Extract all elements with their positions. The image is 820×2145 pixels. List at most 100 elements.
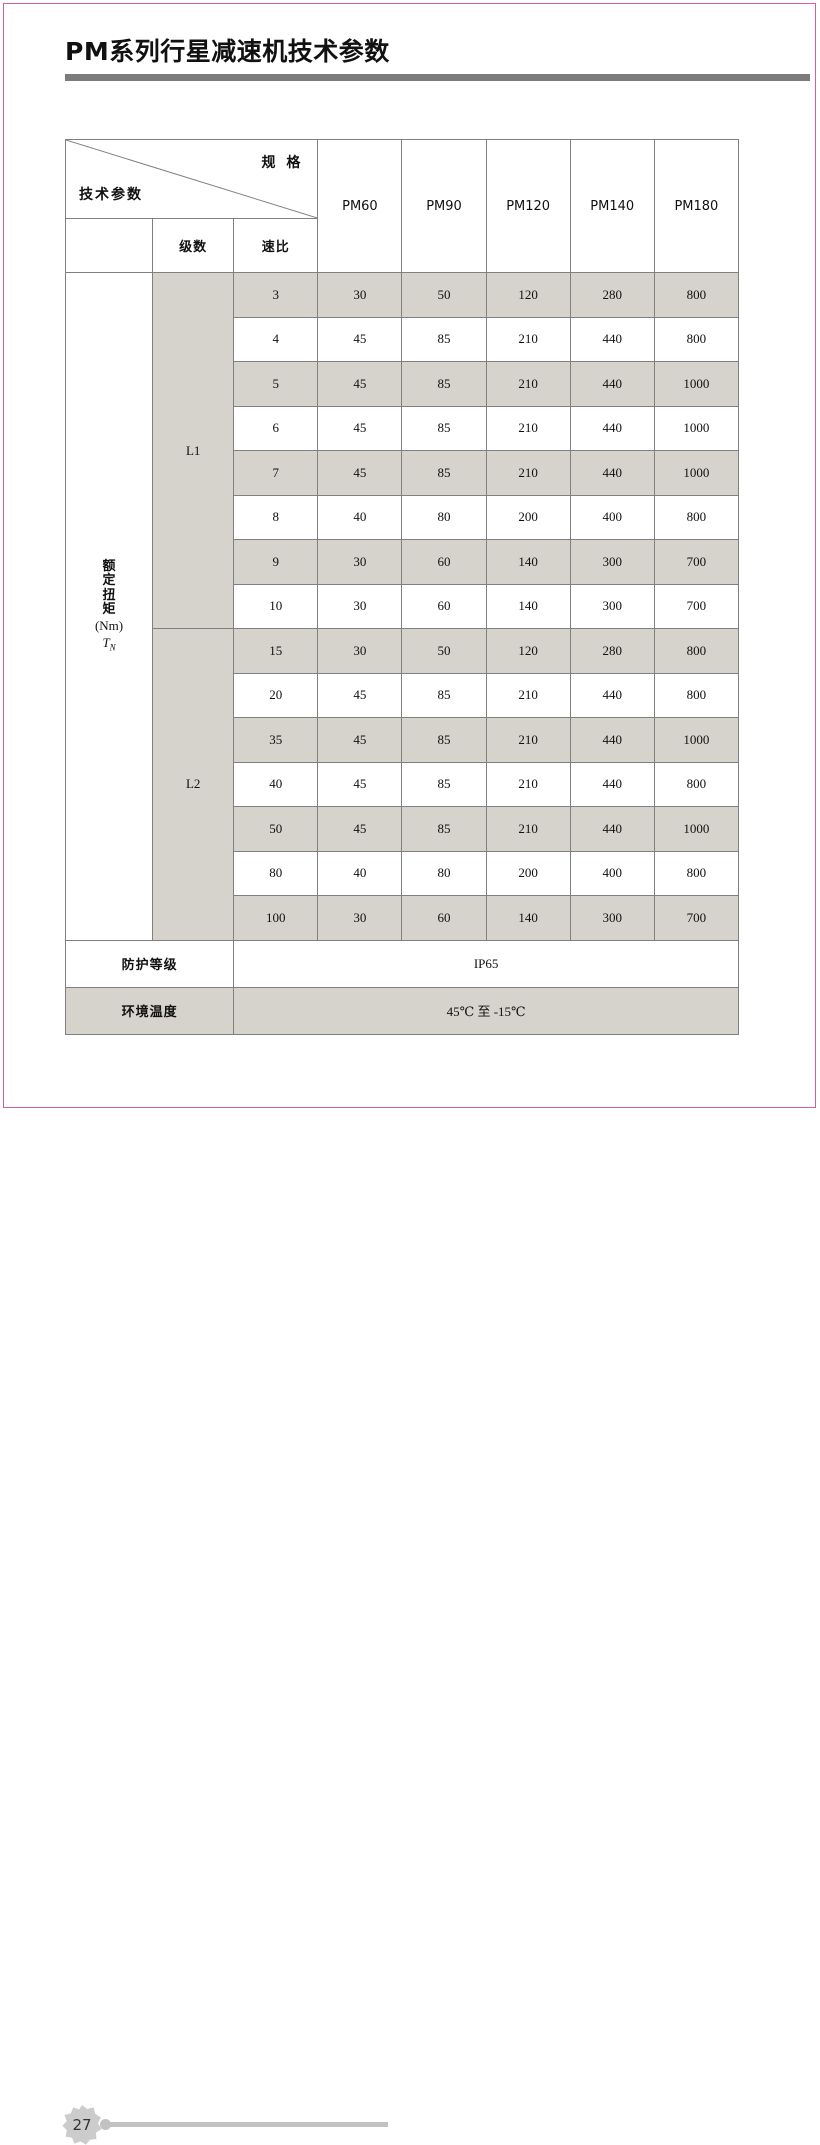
torque-value-pm180: 1000 bbox=[653, 717, 740, 763]
table-summary-row: 环境温度 45℃ 至 -15℃ bbox=[64, 986, 739, 1035]
torque-value-pm90: 85 bbox=[401, 761, 487, 807]
torque-value-pm60: 45 bbox=[317, 672, 403, 718]
ratio-value: 9 bbox=[233, 539, 319, 585]
torque-value-pm180: 800 bbox=[653, 272, 740, 318]
table-subheader-row: 级数 速比 bbox=[64, 218, 739, 273]
torque-value-pm90: 85 bbox=[401, 405, 487, 451]
ratio-value: 4 bbox=[233, 316, 319, 362]
table-row: 35 45 85 210 440 1000 bbox=[66, 717, 740, 763]
torque-value-pm180: 700 bbox=[653, 895, 740, 941]
title-divider-rule bbox=[65, 74, 810, 81]
table-row: 10 30 60 140 300 700 bbox=[66, 583, 740, 629]
row-group-label-torque: 额定扭矩 (Nm) TN bbox=[64, 272, 154, 941]
torque-value-pm120: 140 bbox=[485, 583, 571, 629]
page-number-badge: 27 bbox=[62, 2105, 102, 2145]
torque-value-pm140: 440 bbox=[569, 761, 655, 807]
torque-value-pm120: 210 bbox=[485, 316, 571, 362]
column-header-pm180: PM180 bbox=[653, 139, 740, 273]
table-row: 8 40 80 200 400 800 bbox=[66, 494, 740, 540]
table-row: L2 15 30 50 120 280 800 bbox=[66, 628, 740, 941]
ratio-value: 7 bbox=[233, 450, 319, 496]
specifications-table: 规 格技术参数 PM60 PM90 PM120 PM140 PM180 级数 速比额定扭矩 (N… bbox=[64, 139, 740, 1035]
torque-value-pm140: 440 bbox=[569, 361, 655, 407]
corner-spec-label: 规 格 bbox=[261, 155, 304, 171]
torque-value-pm180: 1000 bbox=[653, 405, 740, 451]
torque-value-pm140: 280 bbox=[569, 628, 655, 674]
ratio-value: 3 bbox=[233, 272, 319, 318]
torque-value-pm90: 80 bbox=[401, 850, 487, 896]
torque-value-pm60: 45 bbox=[317, 405, 403, 451]
table-row: 5 45 85 210 440 1000 bbox=[66, 361, 740, 407]
column-header-pm120: PM120 bbox=[485, 139, 571, 273]
torque-value-pm140: 440 bbox=[569, 316, 655, 362]
torque-value-pm60: 45 bbox=[317, 717, 403, 763]
subheader-ratio: 速比 bbox=[233, 218, 319, 273]
footer-rule-decoration bbox=[110, 2122, 388, 2127]
table-row: 80 40 80 200 400 800 bbox=[66, 850, 740, 896]
ratio-value: 10 bbox=[233, 583, 319, 629]
torque-value-pm180: 1000 bbox=[653, 361, 740, 407]
column-header-pm140: PM140 bbox=[569, 139, 655, 273]
torque-value-pm120: 120 bbox=[485, 272, 571, 318]
table-row: 6 45 85 210 440 1000 bbox=[66, 405, 740, 451]
torque-value-pm140: 440 bbox=[569, 717, 655, 763]
torque-value-pm180: 800 bbox=[653, 494, 740, 540]
torque-label-char-4: 矩 bbox=[102, 602, 116, 618]
page-title: PM系列行星减速机技术参数 bbox=[65, 37, 390, 66]
torque-value-pm60: 30 bbox=[317, 583, 403, 629]
stage-group-l1: L1 bbox=[152, 272, 235, 629]
torque-value-pm60: 40 bbox=[317, 494, 403, 540]
table-summary-row: 防护等级 IP65 bbox=[64, 939, 739, 988]
torque-value-pm90: 85 bbox=[401, 672, 487, 718]
torque-label-symbol: TN bbox=[102, 635, 116, 653]
ambient-temperature-label: 环境温度 bbox=[64, 986, 235, 1035]
torque-value-pm60: 40 bbox=[317, 850, 403, 896]
torque-value-pm180: 800 bbox=[653, 628, 740, 674]
torque-value-pm180: 800 bbox=[653, 850, 740, 896]
corner-diagonal-cell: 规 格技术参数 bbox=[64, 139, 319, 219]
torque-value-pm180: 800 bbox=[653, 672, 740, 718]
torque-value-pm120: 210 bbox=[485, 405, 571, 451]
table-row: 20 45 85 210 440 800 bbox=[66, 672, 740, 718]
column-header-pm90: PM90 bbox=[401, 139, 487, 273]
torque-value-pm120: 120 bbox=[485, 628, 571, 674]
table-row: 9 30 60 140 300 700 bbox=[66, 539, 740, 585]
torque-label-unit: (Nm) bbox=[94, 617, 124, 633]
corner-param-label: 技术参数 bbox=[79, 187, 143, 203]
ambient-temperature-value: 45℃ 至 -15℃ bbox=[233, 986, 739, 1035]
torque-value-pm140: 440 bbox=[569, 672, 655, 718]
ratio-value: 40 bbox=[233, 761, 319, 807]
torque-label-char-3: 扭 bbox=[102, 587, 116, 603]
table-row: 40 45 85 210 440 800 bbox=[66, 761, 740, 807]
torque-value-pm120: 210 bbox=[485, 761, 571, 807]
ratio-value: 50 bbox=[233, 806, 319, 852]
torque-value-pm120: 140 bbox=[485, 895, 571, 941]
torque-value-pm120: 200 bbox=[485, 850, 571, 896]
ratio-value: 15 bbox=[233, 628, 319, 674]
torque-value-pm60: 45 bbox=[317, 361, 403, 407]
torque-value-pm180: 1000 bbox=[653, 806, 740, 852]
torque-value-pm90: 50 bbox=[401, 272, 487, 318]
torque-value-pm60: 30 bbox=[317, 272, 403, 318]
ratio-value: 6 bbox=[233, 405, 319, 451]
torque-value-pm140: 300 bbox=[569, 583, 655, 629]
ratio-value: 8 bbox=[233, 494, 319, 540]
torque-value-pm120: 210 bbox=[485, 361, 571, 407]
ratio-value: 20 bbox=[233, 672, 319, 718]
torque-value-pm140: 400 bbox=[569, 850, 655, 896]
torque-value-pm90: 85 bbox=[401, 717, 487, 763]
table-row: 4 45 85 210 440 800 bbox=[66, 316, 740, 362]
ratio-value: 80 bbox=[233, 850, 319, 896]
torque-value-pm180: 700 bbox=[653, 539, 740, 585]
table-row: 额定扭矩 (Nm) TN L1 3 30 50 120 280 800 bbox=[64, 272, 740, 941]
subheader-blank-cell bbox=[64, 218, 154, 273]
torque-value-pm90: 85 bbox=[401, 361, 487, 407]
torque-value-pm60: 45 bbox=[317, 316, 403, 362]
torque-value-pm90: 60 bbox=[401, 583, 487, 629]
torque-value-pm90: 60 bbox=[401, 895, 487, 941]
torque-value-pm180: 700 bbox=[653, 583, 740, 629]
table-row: 7 45 85 210 440 1000 bbox=[66, 450, 740, 496]
torque-value-pm90: 85 bbox=[401, 806, 487, 852]
torque-value-pm120: 210 bbox=[485, 806, 571, 852]
page-footer: 27 bbox=[0, 1050, 820, 2145]
